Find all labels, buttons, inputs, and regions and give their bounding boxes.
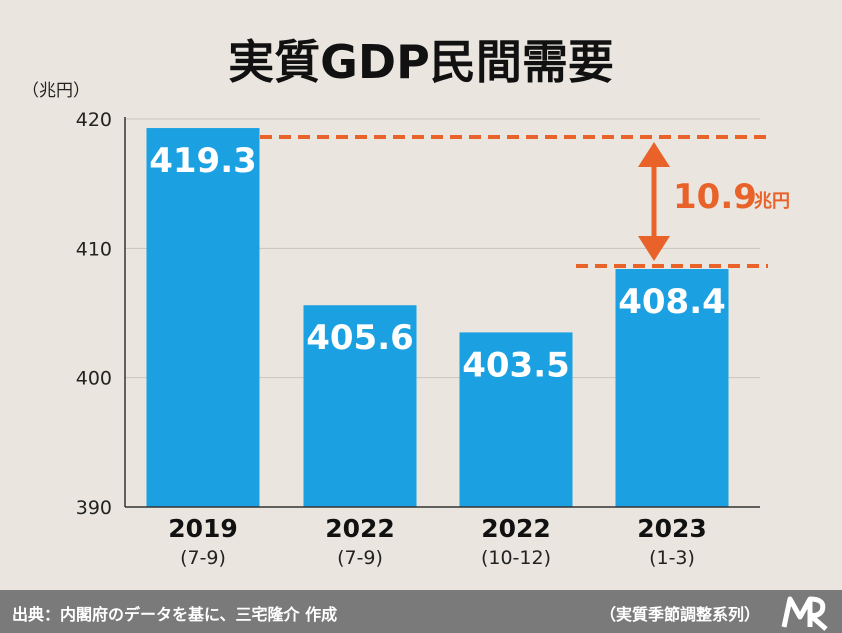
x-tick-label: 2019 [168, 514, 238, 543]
axes: 390 400 410 420 2019 (7-9) 2022 (7-9) 2022 (10-12… [76, 109, 760, 569]
y-unit-label: （兆円） [22, 81, 90, 101]
x-tick-sublabel: (7-9) [337, 547, 383, 569]
arrow-head-up [638, 142, 670, 168]
y-tick-label: 420 [76, 109, 112, 131]
arrow-head-down [638, 236, 670, 262]
chart: 実質GDP民間需要 （兆円） 419.3 405.6 403.5 408.4 390 4… [22, 35, 790, 569]
bar [615, 269, 729, 507]
y-tick-label: 410 [76, 238, 112, 260]
bar [459, 332, 573, 507]
chart-title: 実質GDP民間需要 [228, 35, 614, 89]
bar [303, 305, 417, 507]
series-note: （実質季節調整系列） [599, 605, 760, 624]
bars: 419.3 405.6 403.5 408.4 [146, 128, 729, 507]
footer-bar: 出典：内閣府のデータを基に、三宅隆介 作成 （実質季節調整系列） [0, 590, 842, 633]
y-tick-label: 400 [76, 368, 112, 390]
bar-value-label: 408.4 [618, 282, 726, 322]
x-tick-label: 2022 [325, 514, 395, 543]
difference-unit: 兆円 [754, 191, 790, 212]
difference-annotation: 10.9 兆円 [260, 135, 790, 269]
bar-value-label: 405.6 [306, 318, 414, 358]
x-tick-label: 2022 [481, 514, 551, 543]
bar [146, 128, 260, 507]
difference-value: 10.9 [673, 177, 757, 217]
x-tick-sublabel: (10-12) [481, 547, 551, 569]
x-tick-sublabel: (1-3) [649, 547, 695, 569]
bar-value-label: 403.5 [462, 345, 570, 385]
bar-value-label: 419.3 [149, 141, 257, 181]
x-tick-label: 2023 [637, 514, 707, 543]
x-tick-sublabel: (7-9) [180, 547, 226, 569]
mr-logo-icon [781, 596, 828, 631]
source-text: 出典：内閣府のデータを基に、三宅隆介 作成 [12, 605, 338, 624]
y-tick-label: 390 [76, 497, 112, 519]
